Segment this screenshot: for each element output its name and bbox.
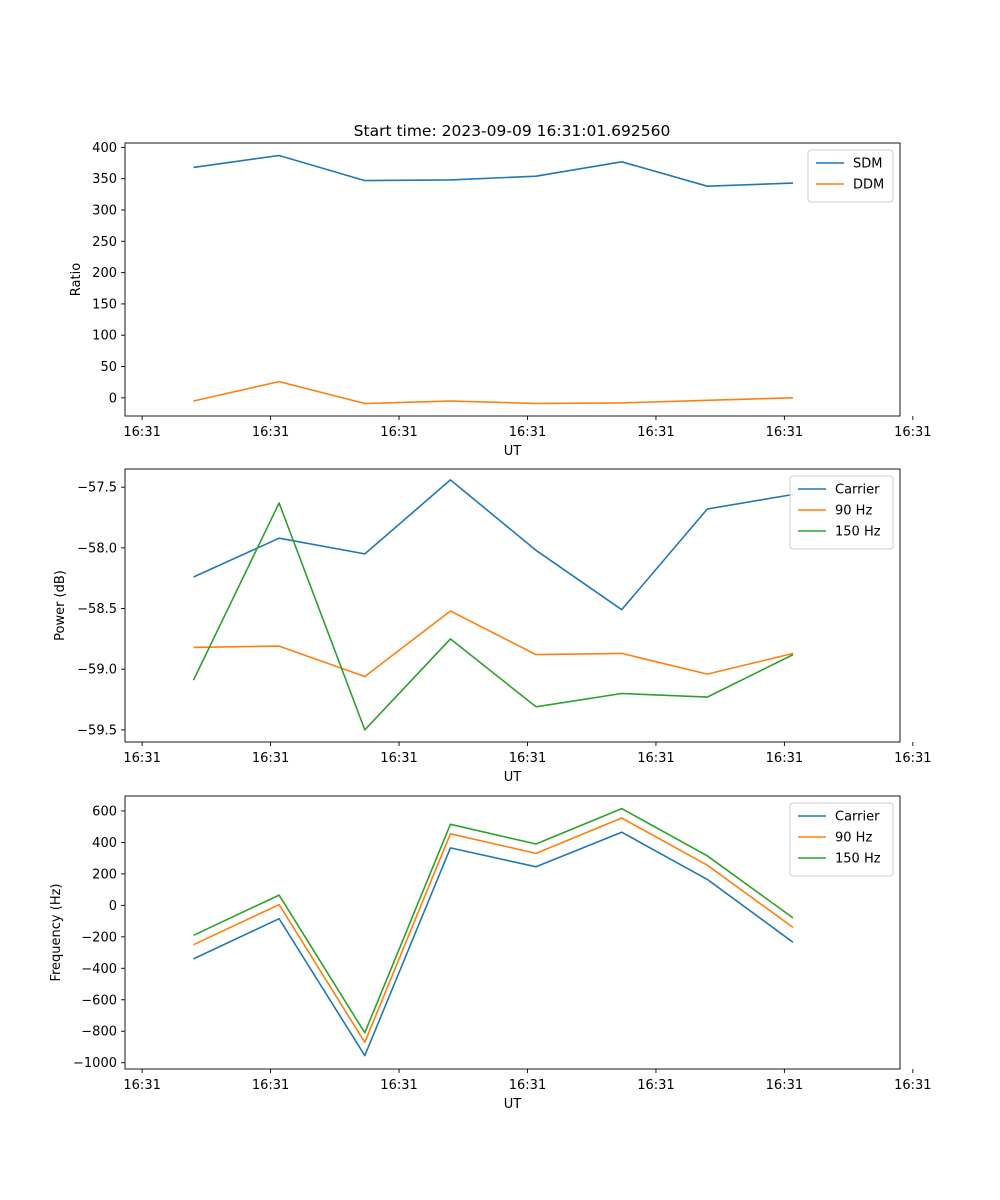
chart-2-x-tick-label: 16:31	[766, 751, 803, 766]
chart-3-x-tick-label: 16:31	[252, 1078, 289, 1093]
chart-1-y-axis-label: Ratio	[69, 263, 84, 296]
chart-1-y-tick-label: 350	[92, 172, 117, 187]
chart-3-y-tick-label: 0	[109, 899, 117, 914]
chart-3-series-90-hz-line	[193, 817, 794, 1044]
chart-1-axes-frame	[124, 142, 901, 417]
chart-3-series-150-hz-line	[193, 807, 794, 1034]
chart-1-y-tick-label: 300	[92, 203, 117, 218]
chart-1-x-tick-label: 16:31	[123, 425, 160, 440]
chart-2-series-150-hz-line	[192, 502, 794, 731]
chart-3-y-tick-label: −600	[81, 993, 117, 1008]
chart-3-series-carrier-line	[193, 831, 794, 1057]
chart-2-x-tick-label: 16:31	[123, 751, 160, 766]
chart-3-y-tick-label: −800	[81, 1025, 117, 1040]
chart-3-y-tick-label: 600	[92, 804, 117, 819]
chart-2-x-tick-label: 16:31	[637, 751, 674, 766]
chart-2-legend-label-90-hz: 90 Hz	[835, 504, 872, 519]
chart-2-x-tick-label: 16:31	[252, 751, 289, 766]
chart-2-y-tick-label: −59.0	[77, 663, 117, 678]
figure-title: Start time: 2023-09-09 16:31:01.692560	[354, 122, 671, 140]
chart-2-legend-label-150-hz: 150 Hz	[835, 525, 881, 540]
chart-1-series-ddm-line	[193, 380, 794, 405]
chart-2-axes-frame	[124, 468, 901, 743]
chart-1-x-tick-label: 16:31	[637, 425, 674, 440]
chart-1-legend-label-ddm: DDM	[853, 178, 884, 193]
chart-3-x-axis-label: UT	[504, 1097, 522, 1112]
chart-1-y-tick-label: 100	[92, 329, 117, 344]
chart-2-y-tick-label: −58.0	[77, 541, 117, 556]
chart-3-y-tick-label: −1000	[73, 1056, 117, 1071]
chart-1-y-tick-label: 0	[109, 391, 117, 406]
chart-3-y-tick-label: −200	[81, 930, 117, 945]
chart-2-legend-label-carrier: Carrier	[835, 483, 880, 498]
chart-1-x-axis-label: UT	[504, 444, 522, 459]
chart-3-x-tick-label: 16:31	[123, 1078, 160, 1093]
chart-3-legend-label-90-hz: 90 Hz	[835, 831, 872, 846]
chart-1-y-tick-label: 200	[92, 266, 117, 281]
chart-1-y-tick-label: 250	[92, 235, 117, 250]
chart-1-x-tick-label: 16:31	[766, 425, 803, 440]
chart-3-x-tick-label: 16:31	[509, 1078, 546, 1093]
chart-3-y-axis-label: Frequency (Hz)	[49, 883, 64, 981]
chart-3-x-tick-label: 16:31	[380, 1078, 417, 1093]
chart-3-legend: Carrier 90 Hz 150 Hz	[789, 802, 894, 877]
chart-3-axes-frame	[124, 795, 901, 1070]
chart-1-legend-label-sdm: SDM	[853, 157, 882, 172]
chart-1-y-tick-label: 400	[92, 141, 117, 156]
chart-1-y-tick-label: 50	[100, 360, 117, 375]
chart-1-x-tick-label: 16:31	[894, 425, 931, 440]
chart-2: 16:31 16:31 16:31 16:31 16:31 16:31 16:31 −59.5…	[53, 468, 932, 785]
chart-2-x-tick-label: 16:31	[509, 751, 546, 766]
chart-2-series-90-hz-line	[193, 610, 794, 678]
chart-2-y-tick-label: −59.5	[77, 723, 117, 738]
chart-1-x-tick-label: 16:31	[252, 425, 289, 440]
chart-1-x-tick-label: 16:31	[509, 425, 546, 440]
chart-3-x-tick-label: 16:31	[637, 1078, 674, 1093]
chart-3-y-tick-label: 400	[92, 836, 117, 851]
chart-2-series-carrier-line	[193, 479, 794, 611]
chart-2-y-tick-label: −58.5	[77, 602, 117, 617]
chart-2-legend: Carrier 90 Hz 150 Hz	[789, 475, 894, 550]
chart-1-y-tick-label: 150	[92, 297, 117, 312]
chart-2-y-tick-label: −57.5	[77, 481, 117, 496]
chart-3: 16:31 16:31 16:31 16:31 16:31 16:31 16:31 −1000…	[49, 795, 932, 1112]
chart-3-legend-label-150-hz: 150 Hz	[835, 852, 881, 867]
chart-1-x-tick-label: 16:31	[380, 425, 417, 440]
chart-1-legend: SDM DDM	[807, 149, 894, 203]
chart-3-x-tick-label: 16:31	[766, 1078, 803, 1093]
chart-3-x-tick-label: 16:31	[894, 1078, 931, 1093]
chart-2-y-axis-label: Power (dB)	[53, 570, 68, 641]
chart-3-y-tick-label: −400	[81, 962, 117, 977]
chart-2-x-tick-label: 16:31	[380, 751, 417, 766]
chart-3-y-tick-label: 200	[92, 867, 117, 882]
chart-2-x-tick-label: 16:31	[894, 751, 931, 766]
chart-1: 16:31 16:31 16:31 16:31 16:31 16:31 16:31 0 50 10…	[69, 141, 932, 459]
chart-2-x-axis-label: UT	[504, 770, 522, 785]
chart-3-legend-label-carrier: Carrier	[835, 810, 880, 825]
chart-1-series-sdm-line	[193, 154, 794, 187]
